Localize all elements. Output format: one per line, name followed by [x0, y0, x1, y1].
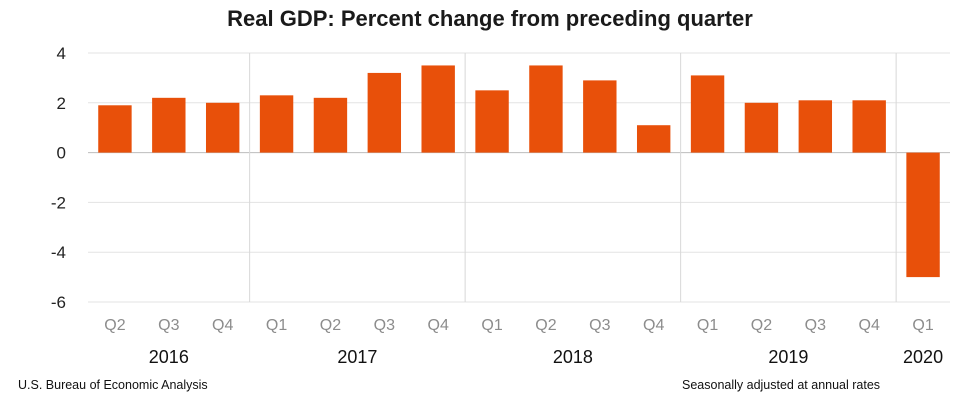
x-tick-label: Q2	[535, 317, 556, 334]
bar	[906, 152, 940, 278]
x-tick-label: Q3	[158, 317, 179, 334]
bar	[636, 125, 671, 153]
x-tick-label: Q4	[859, 317, 880, 334]
bar	[421, 65, 455, 153]
year-label: 2018	[553, 347, 593, 367]
y-tick-label: 4	[57, 44, 66, 63]
bar	[852, 100, 886, 153]
bar	[690, 75, 725, 153]
x-tick-label: Q1	[912, 317, 933, 334]
bar	[744, 102, 779, 153]
year-label: 2020	[903, 347, 943, 367]
year-label: 2016	[149, 347, 189, 367]
bar	[798, 100, 833, 153]
x-tick-label: Q3	[589, 317, 610, 334]
x-tick-label: Q1	[481, 317, 502, 334]
x-tick-label: Q3	[374, 317, 395, 334]
y-tick-label: -2	[51, 193, 66, 212]
y-axis: 4 2 0 -2 -4 -6	[51, 44, 66, 312]
year-label: 2017	[337, 347, 377, 367]
x-tick-label: Q4	[643, 317, 664, 334]
x-tick-label: Q1	[266, 317, 287, 334]
bar	[98, 105, 132, 153]
x-tick-label: Q2	[320, 317, 341, 334]
y-tick-label: 0	[57, 144, 66, 163]
x-tick-label: Q3	[805, 317, 826, 334]
y-tick-label: -6	[51, 293, 66, 312]
bar	[313, 97, 348, 153]
x-tick-label: Q4	[428, 317, 449, 334]
bar	[259, 95, 294, 153]
bar	[367, 72, 402, 153]
bar	[205, 102, 240, 153]
source-note: U.S. Bureau of Economic Analysis	[18, 378, 208, 392]
x-tick-label: Q1	[697, 317, 718, 334]
bar	[152, 97, 186, 153]
chart-title: Real GDP: Percent change from preceding …	[227, 6, 753, 31]
year-label: 2019	[768, 347, 808, 367]
bar	[583, 80, 617, 153]
adjustment-note: Seasonally adjusted at annual rates	[682, 378, 881, 392]
x-tick-label: Q2	[104, 317, 125, 334]
x-axis: Q2 Q3 Q4 Q1 Q2 Q3 Q4 Q1 Q2 Q3 Q4 Q1 Q2 Q3 Q4 Q1 2016 2017…	[104, 317, 943, 367]
x-tick-label: Q2	[751, 317, 772, 334]
y-tick-label: -4	[51, 243, 66, 262]
gridlines	[88, 52, 950, 303]
bar	[529, 65, 563, 153]
bar	[475, 90, 509, 153]
y-tick-label: 2	[57, 94, 66, 113]
x-tick-label: Q4	[212, 317, 233, 334]
bars	[98, 65, 940, 278]
